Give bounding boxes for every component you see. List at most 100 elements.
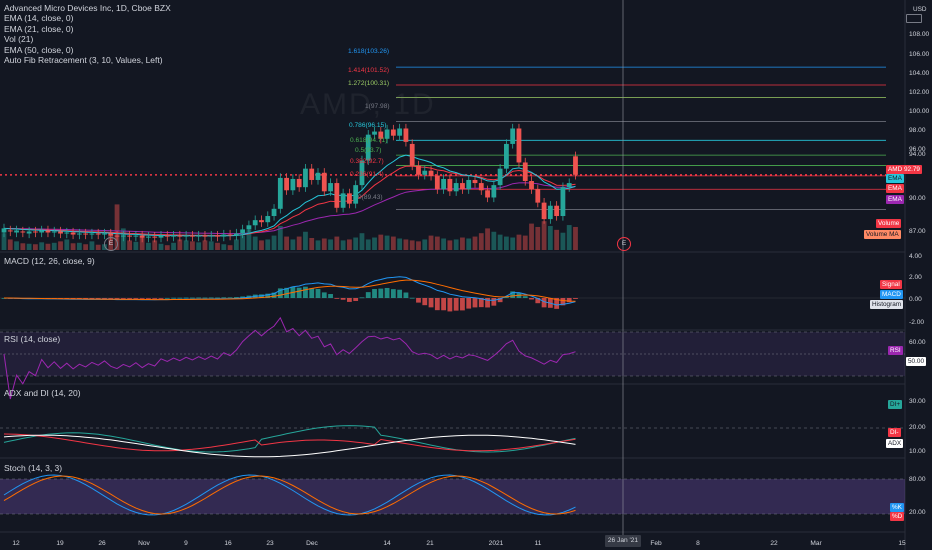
earnings-marker[interactable]: E (617, 237, 631, 251)
volume-bar (397, 238, 403, 250)
histogram-bar (359, 297, 365, 299)
volume-bar (58, 241, 63, 250)
adx-tick: 10.00 (909, 448, 926, 455)
ema50-badge[interactable]: EMA (886, 195, 904, 204)
histogram-bar (271, 292, 277, 298)
histogram-badge[interactable]: Histogram (870, 300, 904, 309)
candle-body (397, 128, 403, 136)
histogram-bar (504, 296, 509, 298)
currency-selector-icon[interactable] (906, 14, 922, 23)
fib-label-1414: 1.414(101.52) (348, 67, 390, 74)
candle-body (114, 235, 120, 237)
currency-label: USD (913, 6, 927, 13)
histogram-bar (478, 298, 484, 308)
time-label: 21 (426, 540, 434, 547)
volume-bar (133, 241, 139, 250)
volume-bar (554, 229, 560, 250)
candle-body (573, 156, 578, 175)
indicator-ema14[interactable]: EMA (14, close, 0) (4, 13, 74, 24)
candle-body (428, 170, 434, 176)
di-minus-badge[interactable]: DI- (888, 428, 901, 437)
candle-body (409, 143, 415, 166)
rsi-title[interactable]: RSI (14, close) (4, 334, 61, 344)
stoch-title[interactable]: Stoch (14, 3, 3) (4, 463, 63, 473)
candle-body (171, 235, 176, 237)
adx-title[interactable]: ADX and DI (14, 20) (4, 388, 81, 398)
histogram-bar (152, 298, 158, 299)
volume-bar (491, 231, 497, 250)
histogram-bar (422, 298, 428, 306)
di-plus-badge[interactable]: DI+ (888, 400, 903, 409)
volume-bar (472, 236, 478, 250)
indicator-ema50[interactable]: EMA (50, close, 0) (4, 44, 74, 55)
histogram-bar (378, 288, 384, 298)
histogram-bar (365, 292, 371, 298)
grid (0, 0, 906, 550)
earnings-marker[interactable]: E (104, 237, 118, 251)
histogram-bar (233, 297, 239, 298)
histogram-bar (347, 298, 352, 302)
volume-bar (522, 235, 528, 250)
histogram-bar (535, 298, 541, 304)
volume-bar (26, 243, 32, 250)
volume-bar (340, 240, 346, 250)
rsi-tick: 60.00 (909, 339, 926, 346)
candle-body (529, 181, 534, 190)
volume-bar (566, 225, 572, 250)
candle-body (472, 179, 478, 184)
volume-bar (95, 244, 101, 250)
volume-bar (7, 239, 13, 250)
volume-bar (303, 231, 308, 250)
candle-body (221, 234, 227, 237)
histogram-bar (353, 298, 359, 301)
time-label: 8 (696, 540, 700, 547)
candle-body (164, 235, 170, 237)
histogram-bar (328, 294, 333, 298)
fib-label-1272: 1.272(100.31) (348, 80, 390, 87)
histogram-bar (139, 298, 145, 299)
volume-bar (284, 236, 289, 250)
amd-price-badge[interactable]: AMD 92.79 (886, 165, 922, 174)
cursor-date-label: 26 Jan '21 (605, 535, 641, 547)
ema21-badge[interactable]: EMA (886, 184, 904, 193)
candle-body (485, 190, 490, 198)
time-label: 23 (266, 540, 274, 547)
volume-bar (378, 234, 384, 250)
k-badge[interactable]: %K (890, 503, 904, 512)
ema14-badge[interactable]: EMA (886, 174, 904, 183)
macd-badge[interactable]: MACD (880, 290, 903, 299)
histogram-bar (95, 298, 101, 299)
time-label: 22 (770, 540, 778, 547)
indicator-ema21[interactable]: EMA (21, close, 0) (4, 23, 74, 34)
candle-body (504, 143, 509, 169)
chart-title[interactable]: Advanced Micro Devices Inc, 1D, Cboe BZX (4, 3, 171, 13)
macd-title[interactable]: MACD (12, 26, close, 9) (4, 256, 95, 266)
fib-label-0: 0(89.43) (358, 194, 383, 201)
histogram-bar (466, 298, 472, 309)
time-label: 2021 (488, 540, 504, 547)
volume-ma-badge[interactable]: Volume MA (864, 230, 901, 239)
adx-badge[interactable]: ADX (886, 439, 904, 448)
signal-badge[interactable]: Signal (880, 280, 902, 289)
volume-bar (246, 229, 252, 250)
price-tick: 108.00 (909, 31, 930, 38)
candle-body (177, 235, 183, 237)
volume-badge[interactable]: Volume (876, 219, 902, 228)
rsi-50-badge[interactable]: 50.00 (906, 357, 926, 366)
indicator-fib[interactable]: Auto Fib Retracement (3, 10, Values, Lef… (4, 55, 163, 66)
indicator-volume[interactable]: Vol (21) (4, 34, 34, 45)
di-plus-line (3, 425, 576, 453)
signal-line (4, 279, 576, 302)
time-label: Dec (306, 540, 318, 547)
candle-body (102, 233, 107, 235)
candle-body (139, 235, 145, 238)
candle-body (39, 230, 45, 233)
d-badge[interactable]: %D (890, 512, 905, 521)
candle-body (240, 229, 246, 234)
rsi-badge[interactable]: RSI (888, 346, 903, 355)
histogram-bar (460, 298, 465, 311)
histogram-bar (560, 298, 566, 306)
histogram-bar (202, 297, 208, 299)
histogram-bar (447, 298, 453, 312)
